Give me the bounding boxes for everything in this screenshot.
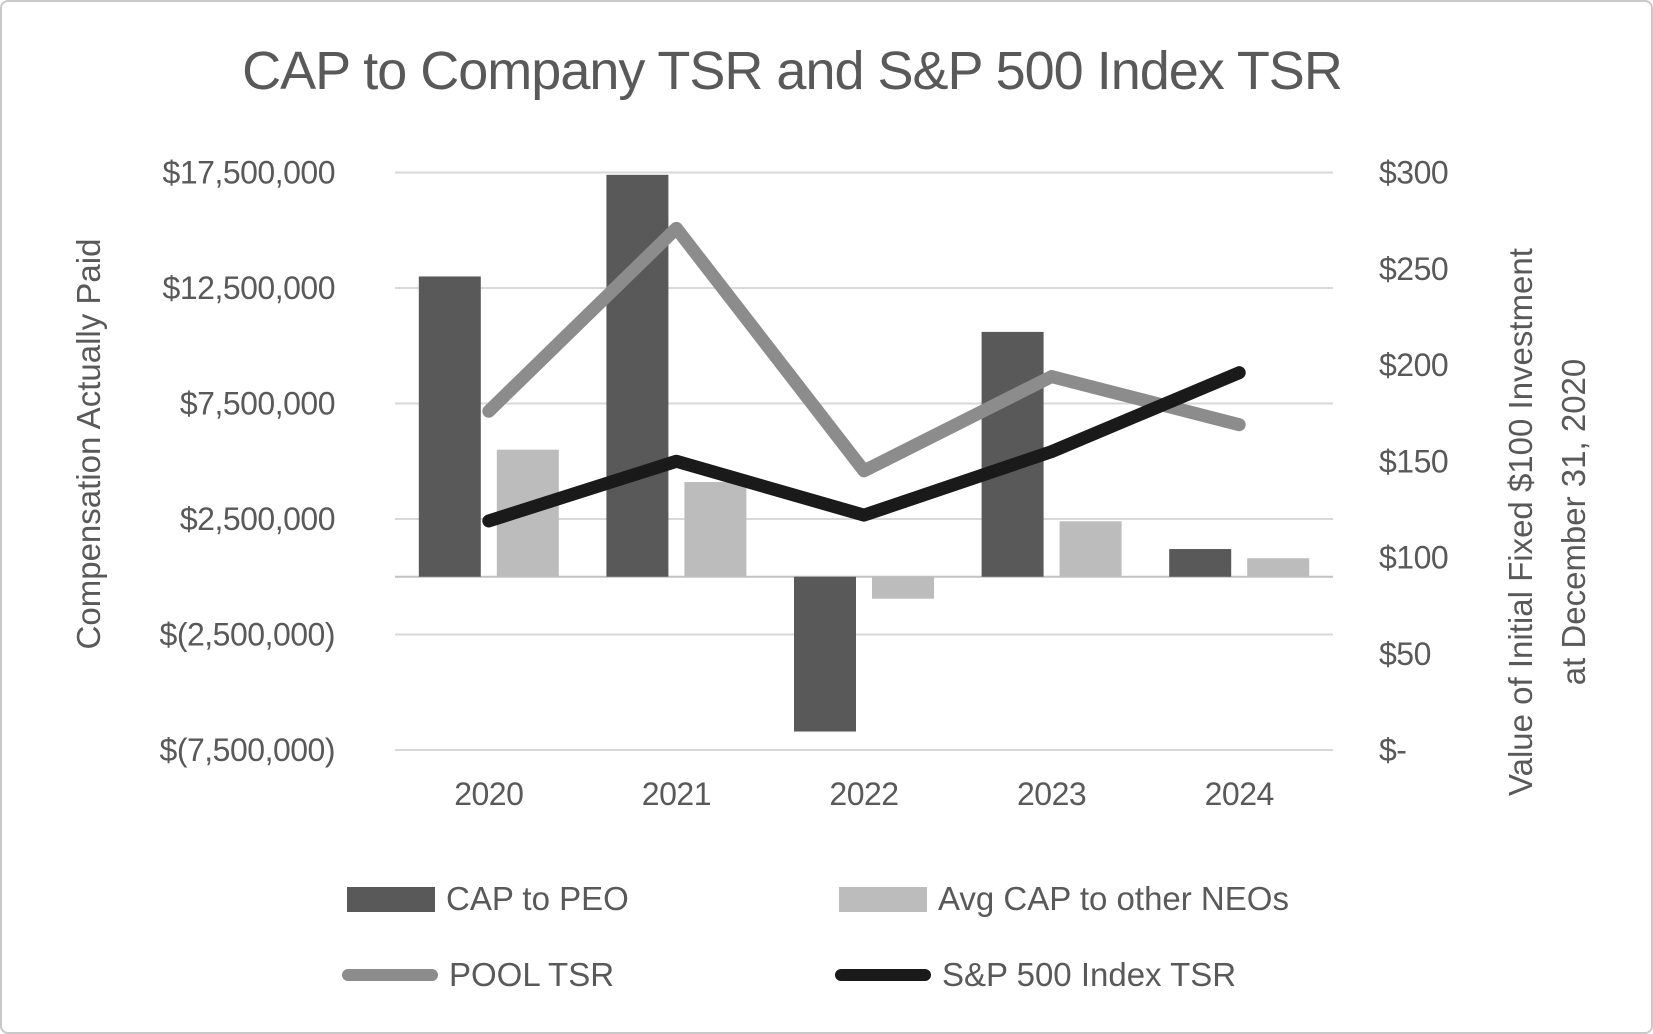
legend-label-sp500-tsr: S&P 500 Index TSR xyxy=(942,956,1237,993)
x-axis-year-label: 2021 xyxy=(642,776,711,812)
legend-label-cap-to-peo: CAP to PEO xyxy=(446,880,629,917)
avg-cap-neos-swatch xyxy=(839,886,927,912)
left-axis-tick-label: $(7,500,000) xyxy=(160,732,335,768)
pool-tsr-swatch xyxy=(342,969,438,981)
x-axis-year-label: 2020 xyxy=(454,776,523,812)
legend-entry-cap-to-peo: CAP to PEO xyxy=(347,878,629,920)
left-axis-tick-label: $12,500,000 xyxy=(163,270,335,306)
legend-label-pool-tsr: POOL TSR xyxy=(449,956,615,993)
cap-to-peo-swatch xyxy=(347,886,435,912)
bar-avg-cap-to-other-neos-2022 xyxy=(872,576,934,599)
legend-entry-sp500-tsr: S&P 500 Index TSR xyxy=(835,954,1236,996)
sp500-tsr-swatch xyxy=(835,969,931,981)
left-axis-tick-label: $2,500,000 xyxy=(180,501,335,537)
right-axis-tick-label: $50 xyxy=(1379,636,1431,672)
right-axis-tick-label: $200 xyxy=(1379,347,1448,383)
right-axis-tick-label: $150 xyxy=(1379,443,1448,479)
line-s-p-500-index-tsr xyxy=(482,366,1246,528)
right-axis-tick-label: $300 xyxy=(1379,155,1448,191)
bar-cap-to-peo-2020 xyxy=(418,276,481,577)
bar-cap-to-peo-2021 xyxy=(606,174,669,577)
bar-avg-cap-to-other-neos-2024 xyxy=(1247,558,1310,577)
right-axis-tick-label: $100 xyxy=(1379,540,1448,576)
right-axis-tick-label: $250 xyxy=(1379,251,1448,287)
legend-entry-pool-tsr: POOL TSR xyxy=(342,954,614,996)
left-axis-tick-label: $17,500,000 xyxy=(163,155,335,191)
bar-avg-cap-to-other-neos-2023 xyxy=(1059,521,1122,577)
left-axis-tick-label: $(2,500,000) xyxy=(160,617,335,653)
left-axis-tick-label: $7,500,000 xyxy=(180,386,335,422)
legend-entry-avg-cap-neos: Avg CAP to other NEOs xyxy=(839,878,1289,920)
bar-avg-cap-to-other-neos-2021 xyxy=(684,482,747,577)
x-axis-year-label: 2023 xyxy=(1017,776,1086,812)
chart-title: CAP to Company TSR and S&P 500 Index TSR xyxy=(242,41,1343,101)
bar-cap-to-peo-2024 xyxy=(1169,549,1232,577)
right-axis-tick-label: $- xyxy=(1379,732,1406,768)
bar-cap-to-peo-2022 xyxy=(794,576,856,732)
x-axis-year-label: 2024 xyxy=(1205,776,1274,812)
legend-label-avg-cap-neos: Avg CAP to other NEOs xyxy=(938,880,1289,917)
line-pool-tsr xyxy=(482,221,1246,478)
x-axis-year-label: 2022 xyxy=(829,776,898,812)
